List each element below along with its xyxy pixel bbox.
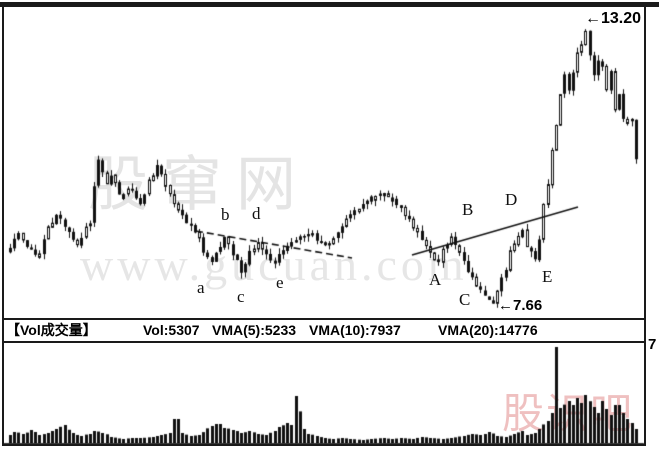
wave-label-e: e: [276, 273, 284, 292]
chart-border-left: [2, 6, 4, 446]
volume-scale-label: 7: [648, 336, 657, 353]
volume-pane-title: 【Vol成交量】: [6, 322, 97, 338]
wave-label-d: d: [252, 204, 261, 223]
wave-label-a: a: [197, 278, 205, 297]
wave-label-b: b: [221, 205, 230, 224]
wave-label-D: D: [505, 190, 518, 209]
wave-label-E: E: [542, 267, 553, 286]
volume-header-border-bottom: [2, 341, 645, 343]
low-price-callout: ←7.66: [498, 297, 543, 314]
high-price-callout: ←13.20: [585, 10, 642, 27]
wave-label-B: B: [462, 200, 474, 219]
chart-border-right: [644, 6, 646, 446]
vma20-value: VMA(20):14776: [438, 322, 538, 338]
chart-border-bottom: [2, 444, 646, 446]
volume-value: Vol:5307: [143, 322, 200, 338]
vma10-value: VMA(10):7937: [309, 322, 401, 338]
wave-label-C: C: [459, 290, 471, 309]
volume-header-border-top: [2, 318, 645, 320]
vma5-value: VMA(5):5233: [212, 322, 297, 338]
wave-label-c: c: [237, 287, 245, 306]
wave-label-A: A: [429, 270, 442, 289]
